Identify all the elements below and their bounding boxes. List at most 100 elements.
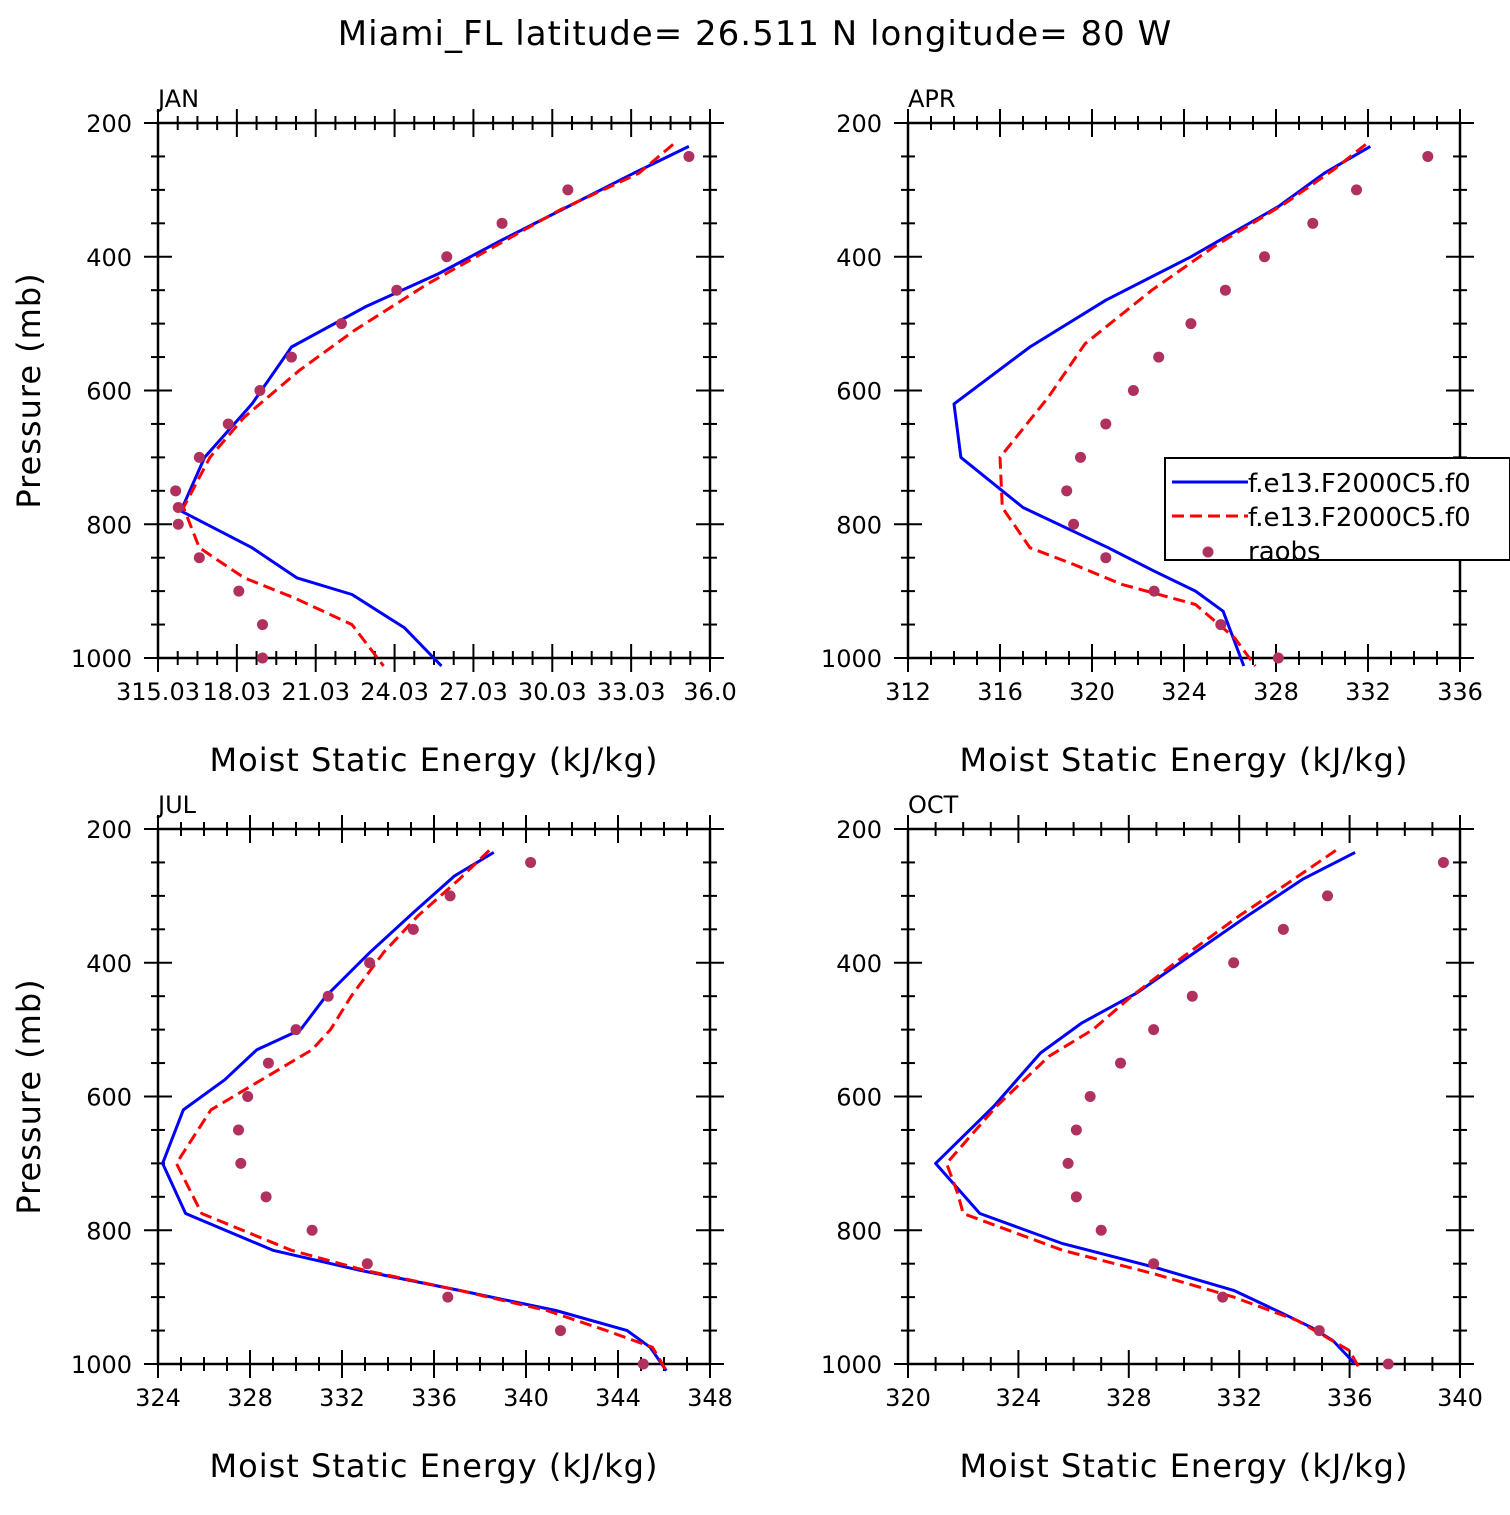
y-tick-label: 800 — [836, 1217, 882, 1245]
raobs-point — [1219, 284, 1231, 296]
y-tick-label: 1000 — [71, 645, 132, 673]
x-tick-label: 332 — [319, 1384, 365, 1412]
raobs-point — [637, 1358, 649, 1370]
raobs-point — [1127, 385, 1139, 396]
raobs-point — [1084, 1091, 1096, 1102]
model-line-solid — [934, 851, 1357, 1366]
x-tick-label: 33.03 — [597, 678, 666, 706]
raobs-point — [1100, 418, 1112, 430]
y-axis-label: Pressure (mb) — [10, 978, 48, 1214]
x-tick-label: 18.03 — [202, 678, 271, 706]
x-tick-label: 324 — [1161, 678, 1207, 706]
raobs-point — [290, 1024, 302, 1036]
raobs-point — [172, 502, 184, 514]
y-tick-label: 600 — [86, 378, 132, 406]
x-tick-label: 328 — [1106, 1384, 1152, 1412]
raobs-point — [1307, 217, 1319, 229]
raobs-point — [257, 619, 269, 631]
x-tick-label: 324 — [135, 1384, 181, 1412]
plot-frame — [906, 827, 1462, 1366]
raobs-point — [1070, 1124, 1082, 1136]
raobs-point — [407, 923, 419, 935]
y-tick-label: 200 — [86, 816, 132, 844]
raobs-point — [1277, 923, 1289, 935]
raobs-point — [1075, 451, 1086, 463]
x-tick-label: 340 — [503, 1384, 549, 1412]
y-tick-label: 200 — [836, 110, 882, 138]
y-tick-label: 400 — [836, 950, 882, 978]
raobs-point — [260, 1191, 272, 1203]
raobs-point — [233, 585, 245, 597]
figure-title: Miami_FL latitude= 26.511 N longitude= 8… — [338, 14, 1172, 54]
raobs-point — [391, 284, 403, 296]
panel-label: JAN — [156, 85, 199, 113]
raobs-point — [306, 1224, 318, 1236]
x-tick-label: 324 — [995, 1384, 1041, 1412]
raobs-point — [441, 251, 453, 263]
x-axis-label: Moist Static Energy (kJ/kg) — [960, 741, 1409, 779]
x-axis-label: Moist Static Energy (kJ/kg) — [960, 1447, 1409, 1485]
y-tick-label: 1000 — [71, 1351, 132, 1379]
raobs-point — [262, 1057, 274, 1069]
x-tick-label: 30.03 — [518, 678, 587, 706]
raobs-point — [222, 418, 234, 430]
x-tick-label: 312 — [885, 678, 931, 706]
x-tick-label: 320 — [1069, 678, 1115, 706]
legend-label: f.e13.F2000C5.f0 — [1248, 469, 1471, 499]
x-tick-label: 340 — [1437, 1384, 1483, 1412]
raobs-point — [1322, 890, 1334, 902]
raobs-point — [1061, 485, 1073, 497]
x-tick-label: 332 — [1216, 1384, 1262, 1412]
raobs-point — [1215, 619, 1227, 631]
raobs-point — [233, 1124, 244, 1136]
x-tick-label: 316 — [977, 678, 1023, 706]
x-tick-label: 348 — [687, 1384, 733, 1412]
x-axis-label: Moist Static Energy (kJ/kg) — [210, 741, 659, 779]
y-tick-label: 400 — [86, 950, 132, 978]
raobs-point — [235, 1157, 247, 1169]
raobs-point — [170, 485, 182, 497]
x-tick-label: 315.03 — [116, 678, 200, 706]
raobs-point — [361, 1258, 373, 1270]
raobs-point — [285, 351, 297, 363]
x-tick-label: 336 — [411, 1384, 457, 1412]
raobs-point — [1153, 351, 1165, 363]
raobs-point — [1259, 251, 1270, 263]
y-tick-label: 800 — [86, 511, 132, 539]
model-line-dashed — [182, 143, 675, 667]
plot-frame — [906, 121, 1462, 660]
y-tick-label: 800 — [836, 511, 882, 539]
model-line-solid — [952, 145, 1372, 667]
raobs-point — [364, 957, 376, 969]
model-line-dashed — [945, 849, 1362, 1372]
x-tick-label: 36.0 — [683, 678, 736, 706]
raobs-point — [444, 890, 456, 902]
raobs-point — [1148, 585, 1160, 597]
raobs-point — [1148, 1024, 1160, 1036]
raobs-point — [172, 518, 184, 530]
x-tick-label: 27.03 — [439, 678, 508, 706]
model-line-solid — [161, 851, 668, 1372]
raobs-point — [1062, 1157, 1074, 1169]
x-axis-label: Moist Static Energy (kJ/kg) — [210, 1447, 659, 1485]
raobs-point — [1422, 150, 1434, 162]
raobs-point — [242, 1091, 254, 1102]
panel-label: JUL — [156, 791, 197, 819]
raobs-point — [1100, 552, 1112, 564]
x-tick-label: 24.03 — [360, 678, 429, 706]
raobs-point — [525, 856, 537, 868]
plot-frame — [156, 121, 712, 660]
x-tick-label: 328 — [227, 1384, 273, 1412]
raobs-point — [555, 1325, 566, 1337]
legend-marker — [1202, 546, 1214, 558]
y-tick-label: 600 — [86, 1084, 132, 1112]
x-tick-label: 21.03 — [281, 678, 350, 706]
raobs-point — [1437, 856, 1449, 868]
legend: f.e13.F2000C5.f0 f.e13.F2000C5.f0 raobs — [1164, 457, 1510, 567]
model-line-dashed — [174, 849, 668, 1372]
x-tick-label: 336 — [1437, 678, 1483, 706]
x-tick-label: 336 — [1327, 1384, 1373, 1412]
